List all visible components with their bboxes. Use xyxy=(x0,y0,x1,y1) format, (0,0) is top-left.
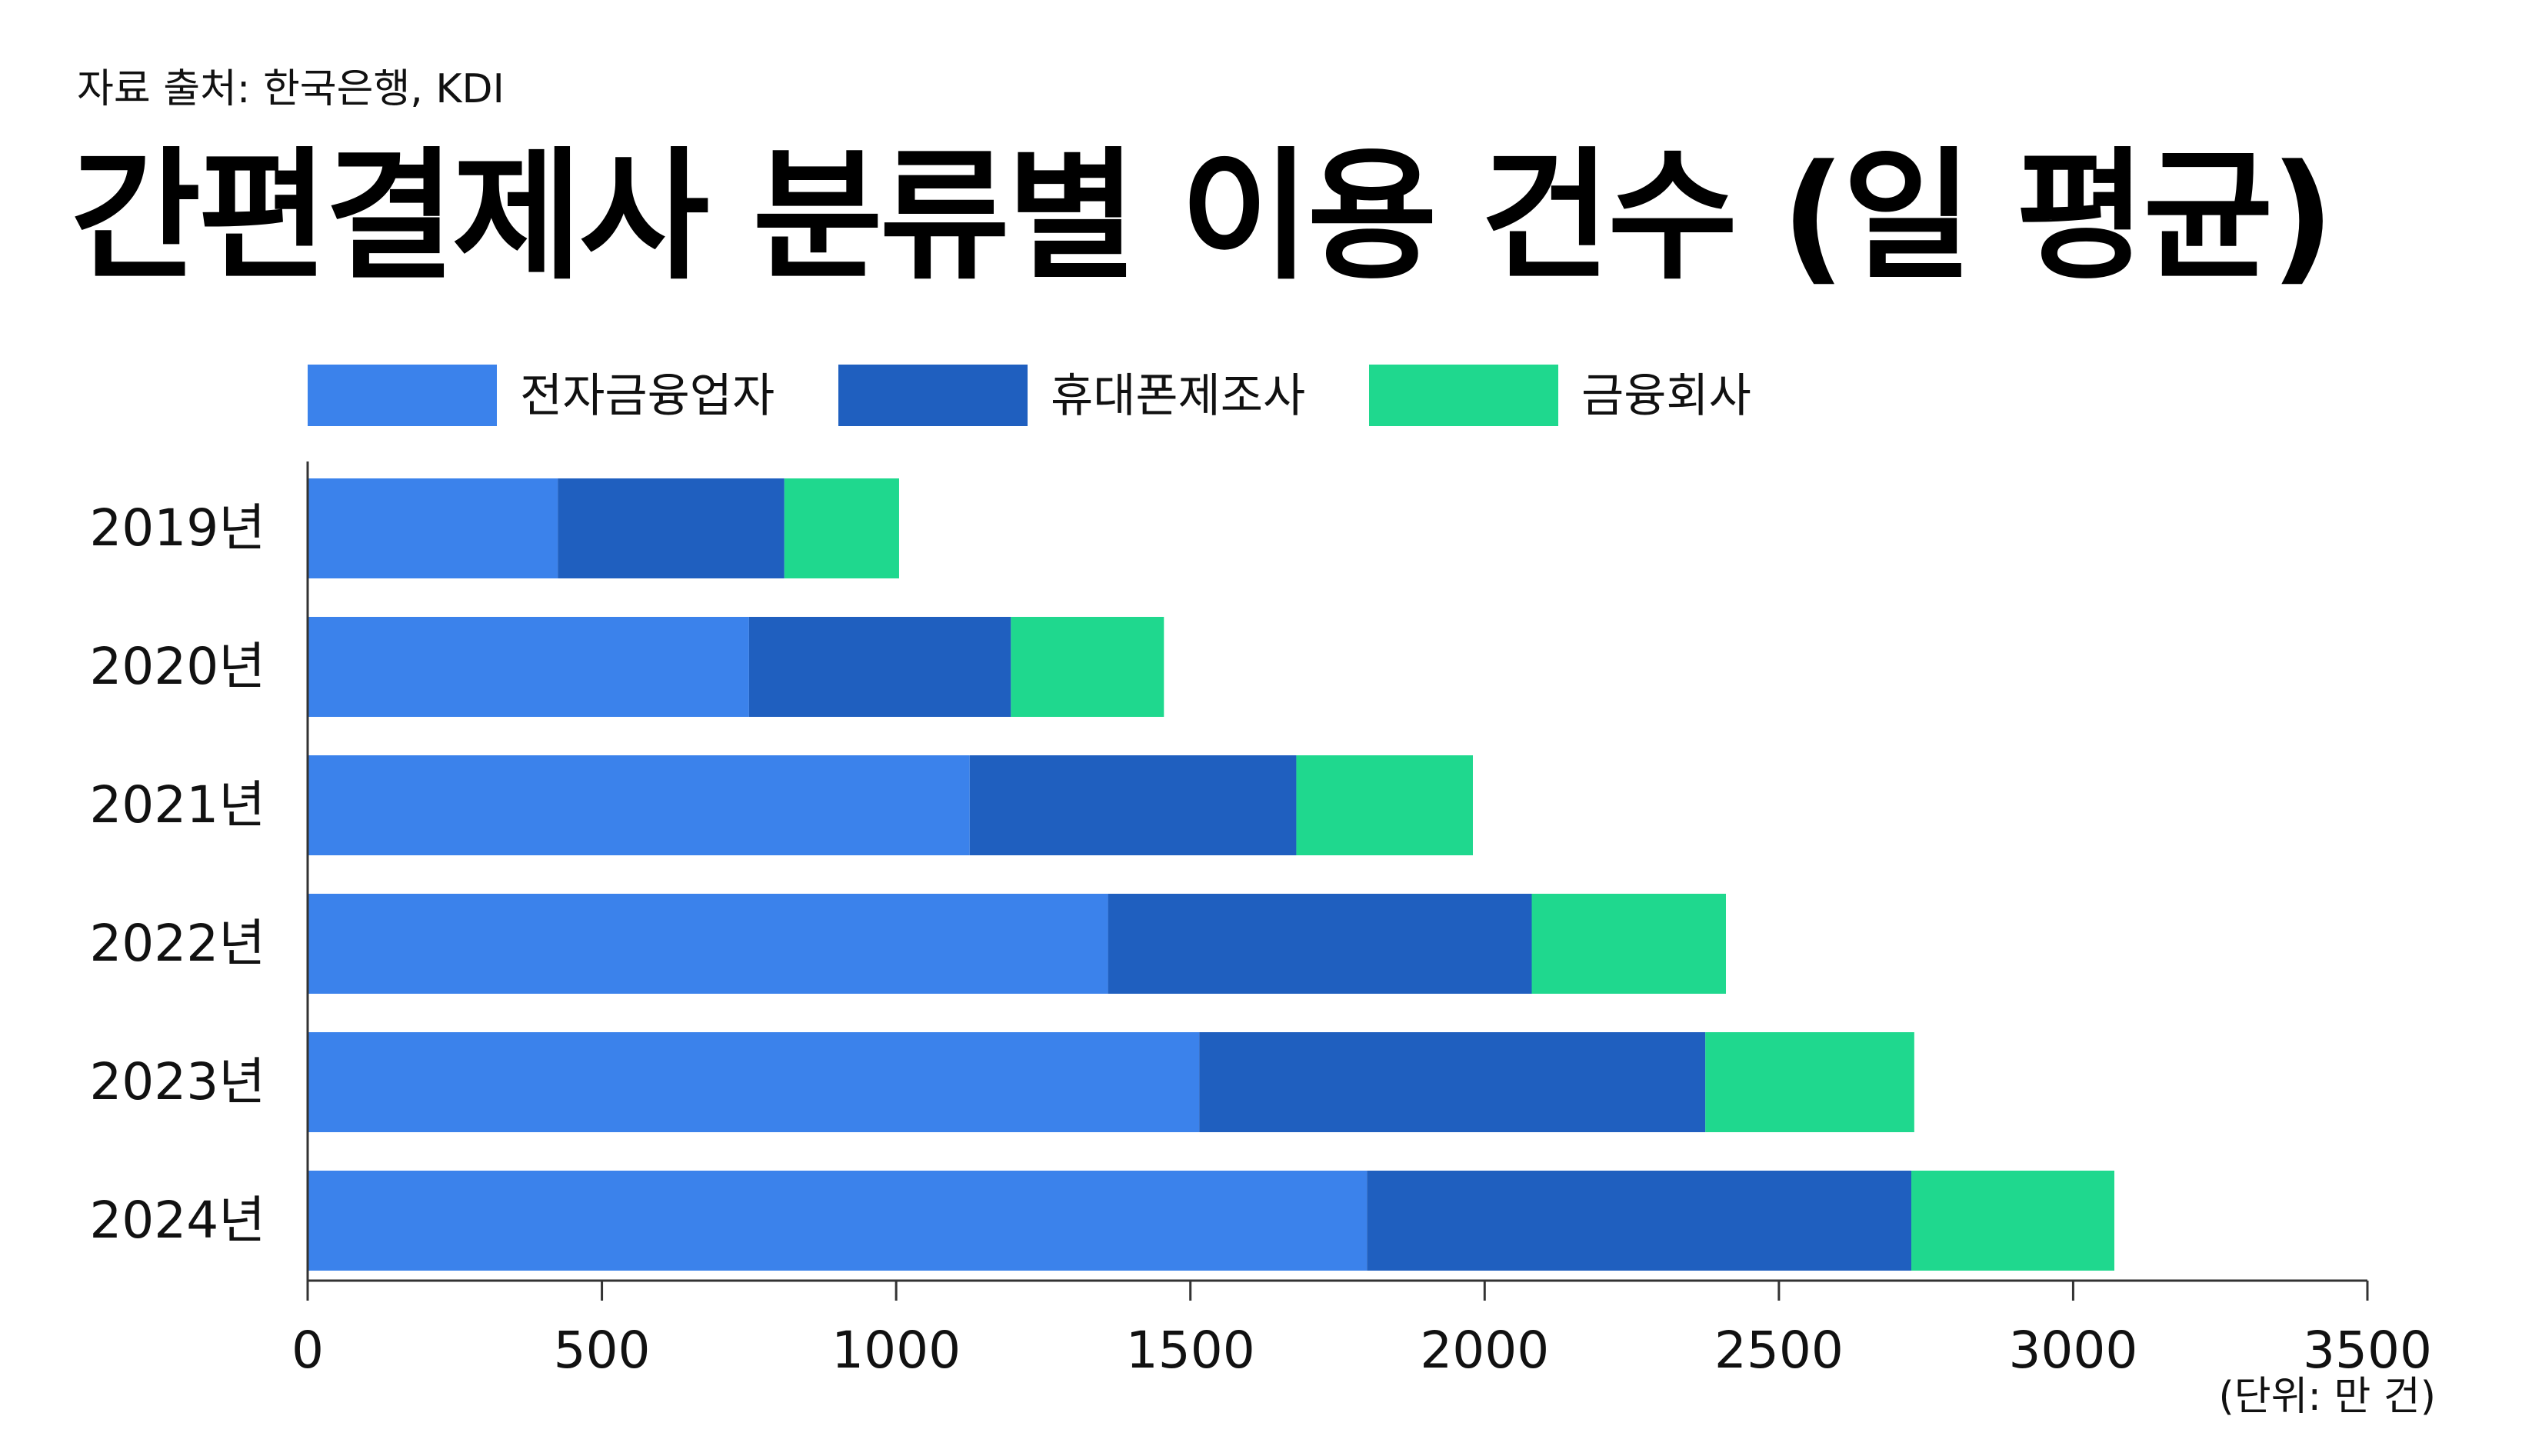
bars xyxy=(308,478,2114,1271)
legend-swatch-1 xyxy=(308,365,497,426)
bar-segment-2020년-2 xyxy=(748,617,1011,717)
x-axis: 0 500 1000 1500 2000 2500 3000 3500 xyxy=(292,461,2432,1380)
legend-swatch-3 xyxy=(1369,365,1558,426)
source-note: 자료 출처: 한국은행, KDI xyxy=(77,66,505,112)
bar-segment-2019년-1 xyxy=(308,478,558,578)
y-tick-label: 2019년 xyxy=(89,498,265,558)
bar-segment-2019년-3 xyxy=(784,478,899,578)
legend-label-3: 금융회사 xyxy=(1581,369,1751,423)
legend-swatch-2 xyxy=(838,365,1028,426)
x-tick-label: 1000 xyxy=(831,1321,961,1380)
bar-segment-2020년-3 xyxy=(1011,617,1164,717)
bar-segment-2023년-1 xyxy=(308,1032,1200,1132)
x-tick-label: 2000 xyxy=(1420,1321,1549,1380)
x-tick-label: 3000 xyxy=(2008,1321,2137,1380)
unit-note: (단위: 만 건) xyxy=(2218,1374,2436,1420)
x-tick-label: 2500 xyxy=(1714,1321,1844,1380)
bar-segment-2021년-3 xyxy=(1296,755,1473,855)
bar-segment-2019년-2 xyxy=(558,478,785,578)
legend-label-2: 휴대폰제조사 xyxy=(1051,369,1305,423)
x-tick-label: 500 xyxy=(554,1321,651,1380)
y-axis-labels: 2019년 2020년 2021년 2022년 2023년 2024년 xyxy=(89,498,265,1250)
bar-segment-2021년-2 xyxy=(969,755,1297,855)
bar-segment-2022년-3 xyxy=(1531,894,1726,994)
y-tick-label: 2022년 xyxy=(89,914,265,973)
chart-title: 간편결제사 분류별 이용 건수 (일 평균) xyxy=(71,135,2335,299)
x-tick-label: 1500 xyxy=(1126,1321,1255,1380)
y-tick-label: 2020년 xyxy=(89,637,265,696)
bar-segment-2021년-1 xyxy=(308,755,970,855)
x-tick-label: 0 xyxy=(292,1321,324,1380)
y-tick-label: 2021년 xyxy=(89,775,265,835)
bar-segment-2022년-1 xyxy=(308,894,1108,994)
legend-label-1: 전자금융업자 xyxy=(520,369,775,423)
bar-segment-2020년-1 xyxy=(308,617,749,717)
x-tick-label: 3500 xyxy=(2303,1321,2432,1380)
bar-segment-2024년-1 xyxy=(308,1171,1368,1271)
bar-segment-2024년-3 xyxy=(1911,1171,2114,1271)
y-tick-label: 2023년 xyxy=(89,1052,265,1111)
bar-segment-2023년-3 xyxy=(1705,1032,1914,1132)
bar-segment-2023년-2 xyxy=(1199,1032,1706,1132)
legend: 전자금융업자 휴대폰제조사 금융회사 xyxy=(308,365,1751,426)
bar-segment-2022년-2 xyxy=(1108,894,1532,994)
y-tick-label: 2024년 xyxy=(89,1191,265,1250)
bar-segment-2024년-2 xyxy=(1367,1171,1912,1271)
